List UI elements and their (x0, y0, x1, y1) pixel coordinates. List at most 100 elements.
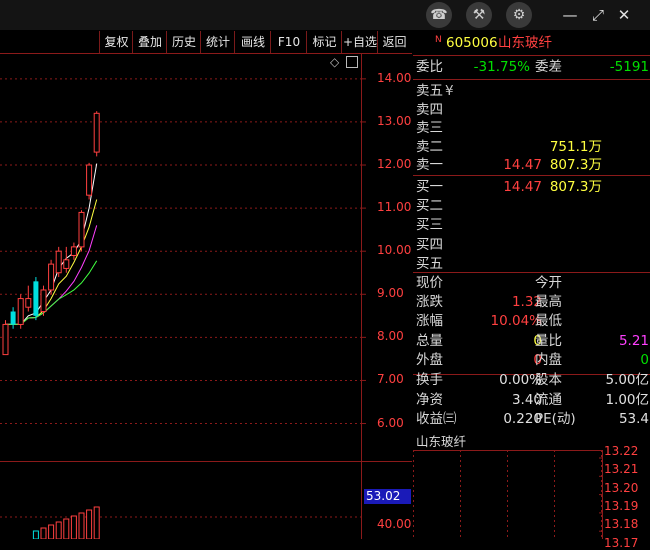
candle-body[interactable] (55, 250, 62, 274)
weicha-label: 委差 (535, 59, 562, 75)
sell-level-label: 卖三 (416, 120, 443, 137)
jingzi-label: 净资 (416, 391, 443, 408)
price-tick-label: 10.00 (377, 243, 412, 258)
candle-body[interactable] (70, 246, 77, 257)
buy-level-label: 买二 (416, 198, 443, 215)
candle-body[interactable] (63, 259, 70, 269)
mini-tick-label: 13.18 (604, 517, 639, 532)
sell-level-price: 14.47 (503, 157, 542, 174)
zongliang-value: 0 (533, 332, 542, 349)
shouyi-value: 0.220 (503, 411, 542, 427)
waipan-label: 外盘 (416, 351, 443, 368)
mini-tick-label: 13.22 (604, 444, 639, 458)
buy-level-row: 买二 (413, 197, 650, 216)
sell-level-label: 卖一 (416, 157, 443, 174)
statistics-button[interactable]: 统计 (200, 31, 235, 53)
buy-level-volume: 807.3万 (549, 179, 602, 195)
liutong-value: 1.00亿 (605, 391, 649, 408)
candle-body[interactable] (17, 298, 24, 325)
candle-body[interactable] (78, 211, 85, 248)
kline-chart[interactable] (0, 53, 412, 539)
mini-chart[interactable] (413, 450, 603, 539)
stat-row: 外盘 0 内盘 0 (413, 351, 650, 370)
buy-level-label: 买五 (416, 255, 443, 272)
candle-body[interactable] (25, 298, 32, 308)
weibi-row: 委比 -31.75% 委差 -5191 (413, 58, 650, 77)
fundamental-row: 净资 3.40 流通 1.00亿 (413, 391, 650, 410)
zhangfu-label: 涨幅 (416, 313, 443, 330)
draw-line-button[interactable]: 画线 (234, 31, 271, 53)
sell-level-row: 卖一 14.47 807.3万 (413, 156, 650, 175)
price-tick-label: 8.00 (377, 329, 404, 344)
pe-value: 53.4 (618, 411, 649, 427)
wrench-icon[interactable]: ⚒ (466, 2, 492, 28)
candle-body[interactable] (93, 112, 100, 153)
buy-level-row: 买五 (413, 255, 650, 274)
candle-body[interactable] (33, 281, 39, 316)
overlay-button[interactable]: 叠加 (132, 31, 167, 53)
huanshou-value: 0.00% (499, 372, 542, 388)
minichart-title: 山东玻纤 (416, 434, 467, 449)
diamond-icon[interactable]: ◇ (330, 55, 340, 69)
candle-body[interactable] (10, 311, 16, 325)
mark-button[interactable]: 标记 (306, 31, 342, 53)
volume-bar (48, 524, 55, 539)
jingzi-value: 3.40 (511, 391, 542, 408)
mini-tick-label: 13.20 (604, 480, 639, 495)
buy-level-row: 买三 (413, 216, 650, 235)
sell-level-label: 卖二 (416, 138, 443, 155)
gear-icon[interactable]: ⚙ (506, 2, 532, 28)
sell-level-volume: 807.3万 (549, 157, 602, 174)
sell-level-row: 卖四 (413, 101, 650, 120)
f10-button[interactable]: F10 (270, 31, 307, 53)
candle-body[interactable] (40, 289, 47, 313)
candle-body[interactable] (2, 323, 9, 356)
stat-row: 涨幅 10.04% 最低 (413, 312, 650, 331)
close-icon[interactable]: ✕ (617, 6, 631, 24)
volume-bar (55, 521, 62, 539)
restore-icon[interactable]: ⤢ (591, 6, 604, 24)
weicha-value: -5191 (609, 59, 649, 75)
price-tick-label: 14.00 (377, 70, 412, 85)
volume-bar (70, 515, 77, 539)
stock-header: N 605006 山东玻纤 (413, 34, 650, 53)
zuigao-label: 最高 (535, 294, 562, 311)
fundamental-row: 收益㈢ 0.220 PE(动) 53.4 (413, 410, 650, 429)
volume-bar (86, 509, 93, 539)
liutong-label: 流通 (535, 391, 562, 408)
price-tick-label: 9.00 (377, 286, 404, 301)
stat-row: 涨跌 1.32 最高 (413, 293, 650, 312)
zuidi-label: 最低 (535, 313, 562, 330)
price-tick-label: 7.00 (377, 372, 404, 387)
fuquan-button[interactable]: 复权 (99, 31, 133, 53)
stock-code: 605006 (446, 35, 498, 51)
market-tag: N (435, 35, 442, 45)
liangbi-label: 量比 (535, 332, 562, 349)
candle-body[interactable] (48, 263, 55, 291)
stat-row: 现价 今开 (413, 274, 650, 293)
huanshou-label: 换手 (416, 372, 443, 388)
minimize-icon[interactable]: — (562, 6, 578, 24)
sell-level-row: 卖五 ¥ (413, 82, 650, 101)
back-button[interactable]: 返回 (377, 31, 411, 53)
stock-name: 山东玻纤 (498, 35, 552, 51)
mini-tick-label: 13.17 (604, 535, 639, 550)
stat-row: 总量 0 量比 5.21 (413, 332, 650, 351)
neipan-label: 内盘 (535, 351, 562, 368)
liangbi-value: 5.21 (618, 332, 649, 349)
buy-level-label: 买四 (416, 236, 443, 253)
sell-level-label: 卖四 (416, 101, 443, 118)
shouyi-label: 收益㈢ (416, 411, 457, 427)
sell-level-row: 卖三 (413, 119, 650, 138)
history-button[interactable]: 历史 (166, 31, 201, 53)
volume-current-box (364, 489, 411, 504)
candle-body[interactable] (86, 164, 93, 196)
sell-level-volume: 751.1万 (549, 138, 602, 155)
volume-bar (93, 506, 100, 539)
weibi-label: 委比 (416, 59, 443, 75)
price-tick-label: 11.00 (377, 200, 412, 215)
panel-toggle-icon[interactable] (346, 56, 358, 68)
headset-icon[interactable]: ☎ (426, 2, 452, 28)
zhangdie-value: 1.32 (511, 294, 542, 311)
add-watchlist-button[interactable]: +自选 (341, 31, 378, 53)
